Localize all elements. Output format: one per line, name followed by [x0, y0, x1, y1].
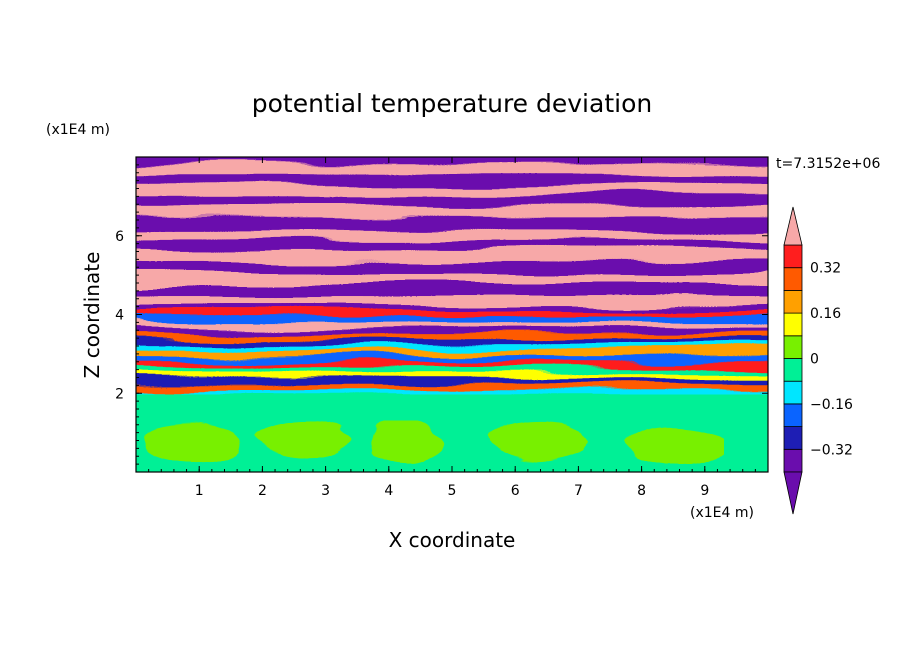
z-axis: 2 4 6	[115, 164, 768, 465]
time-label: t=7.3152e+06	[776, 156, 880, 172]
contour-band	[136, 161, 768, 174]
x-tick-label: 2	[258, 483, 267, 499]
contour-band	[136, 387, 768, 395]
contour-band	[136, 343, 768, 351]
colorbar-lower-arrow	[783, 471, 803, 515]
colorbar-box	[783, 335, 803, 359]
x-tick-label: 8	[637, 483, 646, 499]
contour-band	[136, 216, 768, 229]
colorbar-tick-label: 0.32	[810, 261, 841, 277]
contour-band	[136, 238, 768, 251]
contour-band	[136, 360, 768, 367]
contour-band	[136, 354, 768, 362]
x-tick-label: 4	[384, 483, 393, 499]
colorbar-tick-label: 0.16	[810, 306, 841, 322]
x-tick-label: 9	[700, 483, 709, 499]
colorbar-box	[783, 244, 803, 269]
contour-band	[136, 376, 768, 384]
colorbar: 0.32 0.16 0 −0.16 −0.32	[783, 206, 853, 515]
x-axis: 1 2 3 4 5 6 7 8 9	[148, 157, 769, 499]
x-tick-label: 6	[511, 483, 520, 499]
colorbar-box	[783, 358, 803, 382]
contour-band	[136, 271, 768, 284]
x-tick-label: 3	[321, 483, 330, 499]
contour-band	[136, 332, 768, 340]
contour-band	[116, 140, 788, 152]
contour-band	[136, 249, 768, 262]
layered-region	[116, 140, 788, 395]
contour-band	[136, 205, 768, 218]
contour-band	[136, 305, 768, 312]
contour-band	[136, 260, 768, 273]
region-positive	[142, 422, 244, 463]
lower-region	[142, 420, 724, 467]
colorbar-box	[783, 448, 803, 473]
z-unit-label: (x1E4 m)	[46, 122, 110, 138]
z-tick-label: 6	[115, 229, 124, 245]
chart-title: potential temperature deviation	[252, 89, 652, 118]
region-positive	[628, 422, 724, 467]
contour-band	[136, 283, 768, 296]
contour-band	[136, 321, 768, 329]
contour-band	[136, 371, 768, 378]
x-tick-label: 7	[574, 483, 583, 499]
colorbar-box	[783, 426, 803, 450]
colorbar-box	[783, 289, 803, 314]
z-tick-label: 2	[115, 386, 124, 402]
region-positive	[262, 420, 351, 457]
contour-band	[136, 172, 768, 185]
colorbar-tick-label: −0.32	[810, 442, 853, 458]
contour-band	[136, 316, 768, 323]
region-positive	[369, 422, 440, 467]
contour-band	[136, 227, 768, 240]
colorbar-box	[783, 403, 803, 427]
colorbar-box	[783, 267, 803, 291]
contour-band	[136, 365, 768, 373]
colorbar-tick-label: 0	[810, 352, 819, 368]
x-tick-label: 1	[195, 483, 204, 499]
colorbar-box	[783, 312, 803, 337]
contour-band	[136, 310, 768, 318]
contour-band	[136, 183, 768, 196]
colorbar-box	[783, 380, 803, 405]
x-tick-label: 5	[448, 483, 457, 499]
contour-band	[136, 382, 768, 389]
contour-band	[136, 294, 768, 307]
colorbar-tick-label: −0.16	[810, 397, 853, 413]
x-unit-label: (x1E4 m)	[690, 505, 754, 521]
z-tick-label: 4	[115, 308, 124, 324]
contour-band	[136, 349, 768, 356]
y-axis-label: Z coordinate	[80, 252, 104, 379]
x-axis-label: X coordinate	[389, 528, 516, 552]
region-positive	[489, 420, 592, 461]
contour-field	[116, 140, 788, 472]
contour-band	[136, 338, 768, 345]
colorbar-upper-arrow	[783, 206, 803, 246]
plot-area	[116, 140, 788, 473]
contour-band	[136, 194, 768, 207]
contour-band	[136, 327, 768, 334]
